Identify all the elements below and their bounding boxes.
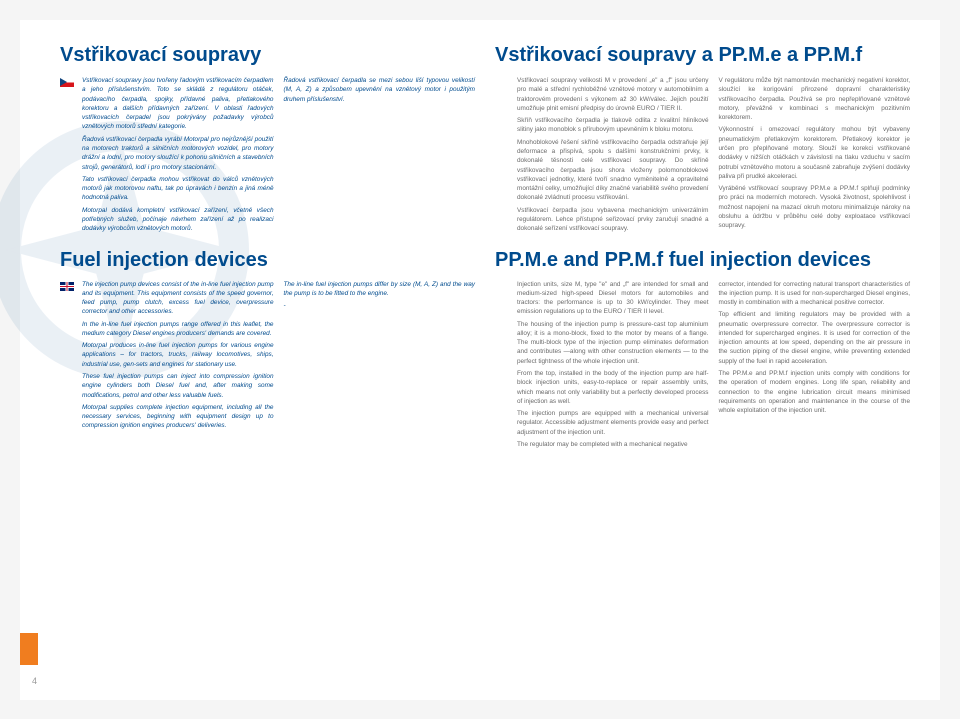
text-cols-cz-right: Vstřikovací soupravy velikosti M v prove… <box>517 76 910 237</box>
para: corrector, intended for correcting natur… <box>719 280 911 308</box>
para: Skříň vstřikovacího čerpadla je tlakově … <box>517 116 709 135</box>
right-column: Vstřikovací soupravy a PP.M.e a PP.M.f V… <box>495 44 910 676</box>
flag-uk-icon <box>60 282 74 291</box>
section-en-right: Injection units, size M, type "e" and „f… <box>495 280 910 453</box>
section-cz-right: Vstřikovací soupravy velikosti M v prove… <box>495 76 910 237</box>
text-cols-en-left: The injection pump devices consist of th… <box>82 280 475 434</box>
heading-en-left: Fuel injection devices <box>60 249 475 272</box>
para: The injection pumps are equipped with a … <box>517 409 709 437</box>
para: The regulator may be completed with a me… <box>517 440 709 449</box>
para: The injection pump devices consist of th… <box>82 280 274 317</box>
heading-cz-left: Vstřikovací soupravy <box>60 44 475 66</box>
text-cols-cz-left: Vstřikovací soupravy jsou tvořeny řadový… <box>82 76 475 237</box>
para: Mnohoblokové řešení skříně vstřikovacího… <box>517 138 709 203</box>
section-cz-left: Vstřikovací soupravy jsou tvořeny řadový… <box>60 76 475 237</box>
para: Řadová vstřikovací čerpadla vyrábí Motor… <box>82 135 274 172</box>
para: In the in-line fuel injection pumps rang… <box>82 320 274 339</box>
para: Motorpal produces in-line fuel injection… <box>82 341 274 369</box>
cz-right-col2: V regulátoru může být namontován mechani… <box>719 76 911 237</box>
text-cols-en-right: Injection units, size M, type "e" and „f… <box>517 280 910 453</box>
para: Vyráběné vstřikovací soupravy PP.M.e a P… <box>719 184 911 230</box>
para: V regulátoru může být namontován mechani… <box>719 76 911 122</box>
en-left-col2: The in-line fuel injection pumps differ … <box>284 280 476 434</box>
accent-bar <box>20 633 38 665</box>
para: Motorpal dodává kompletní vstřikovací za… <box>82 206 274 234</box>
para: The in-line fuel injection pumps differ … <box>284 280 476 299</box>
main-columns: Vstřikovací soupravy Vstřikovací souprav… <box>60 44 910 676</box>
section-en-left: The injection pump devices consist of th… <box>60 280 475 434</box>
cz-left-col2: Řadová vstřikovací čerpadla se mezi sebo… <box>284 76 476 237</box>
para: Výkonnostní i omezovací regulátory mohou… <box>719 125 911 181</box>
heading-en-right: PP.M.e and PP.M.f fuel injection devices <box>495 249 910 272</box>
para: The housing of the injection pump is pre… <box>517 320 709 366</box>
cz-left-col1: Vstřikovací soupravy jsou tvořeny řadový… <box>82 76 274 237</box>
para: From the top, installed in the body of t… <box>517 369 709 406</box>
en-right-col1: Injection units, size M, type "e" and „f… <box>517 280 709 453</box>
para: Tato vstřikovací čerpadla mohou vstřikov… <box>82 175 274 203</box>
en-left-col1: The injection pump devices consist of th… <box>82 280 274 434</box>
heading-cz-right: Vstřikovací soupravy a PP.M.e a PP.M.f <box>495 44 910 66</box>
para: Vstřikovací čerpadla jsou vybavena mecha… <box>517 206 709 234</box>
en-right-col2: corrector, intended for correcting natur… <box>719 280 911 453</box>
para: Vstřikovací soupravy velikosti M v prove… <box>517 76 709 113</box>
flag-cz-icon <box>60 78 74 87</box>
para: Vstřikovací soupravy jsou tvořeny řadový… <box>82 76 274 132</box>
page-number: 4 <box>32 676 37 686</box>
para: - <box>284 301 476 310</box>
para: These fuel injection pumps can inject in… <box>82 372 274 400</box>
left-column: Vstřikovací soupravy Vstřikovací souprav… <box>60 44 475 676</box>
para: Motorpal supplies complete injection equ… <box>82 403 274 431</box>
para: Top efficient and limiting regulators ma… <box>719 310 911 366</box>
para: Injection units, size M, type "e" and „f… <box>517 280 709 317</box>
para: The PP.M.e and PP.M.f injection units co… <box>719 369 911 415</box>
para: Řadová vstřikovací čerpadla se mezi sebo… <box>284 76 476 104</box>
page: 4 Vstřikovací soupravy Vstřikovací soupr… <box>20 20 940 700</box>
cz-right-col1: Vstřikovací soupravy velikosti M v prove… <box>517 76 709 237</box>
